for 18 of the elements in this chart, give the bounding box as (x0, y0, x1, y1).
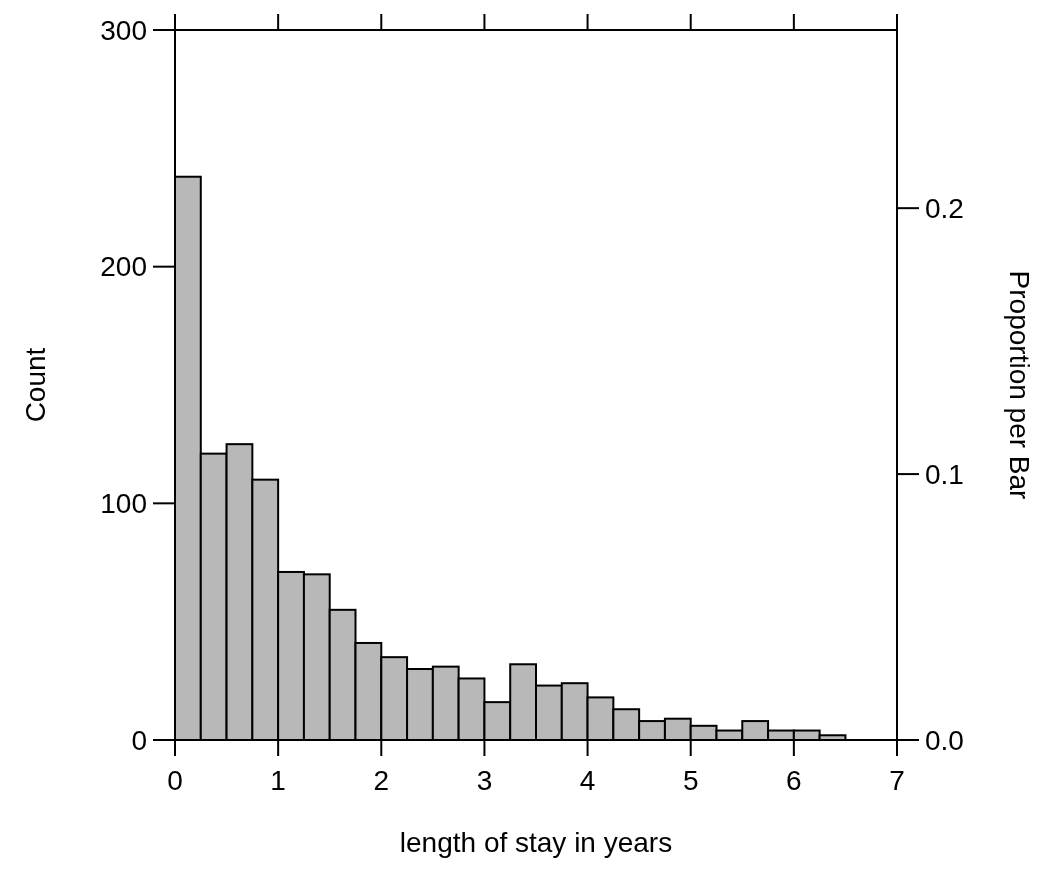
x-tick-label: 0 (167, 765, 183, 796)
y-tick-label: 100 (100, 488, 147, 520)
x-tick-label: 3 (476, 765, 493, 796)
y-tick-label: 300 (100, 14, 147, 46)
y2-tick-label: 0.2 (925, 192, 964, 224)
x-tick-label: 1 (270, 765, 286, 796)
x-axis-title: length of stay in years (399, 827, 673, 858)
x-tick-label: 2 (373, 765, 390, 796)
y-axis-title: Count (20, 347, 51, 423)
x-tick-label: 7 (889, 765, 905, 796)
y2-tick-label: 0.1 (925, 458, 964, 490)
x-tick-label: 5 (682, 765, 699, 796)
y2-tick-label: 0.0 (925, 724, 964, 756)
y2-axis-title: Proportion per Bar (1004, 270, 1035, 500)
y-tick-label: 0 (131, 724, 147, 756)
y-tick-label: 200 (100, 251, 147, 283)
x-tick-label: 4 (579, 765, 596, 796)
x-tick-label: 6 (786, 765, 802, 796)
